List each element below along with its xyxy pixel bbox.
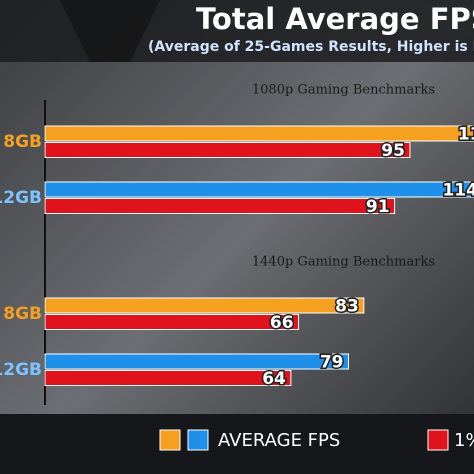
legend-swatch	[187, 429, 209, 451]
category-label: 8GB	[3, 132, 42, 152]
value-label: 118	[458, 125, 474, 145]
chart-title: Total Average FPS	[196, 2, 474, 36]
value-label: 83	[335, 297, 359, 317]
bar	[44, 198, 396, 214]
category-label: 12GB	[0, 188, 42, 208]
value-label: 114	[442, 181, 474, 201]
legend-swatch	[159, 429, 181, 451]
bar	[44, 353, 349, 370]
bar	[44, 297, 365, 314]
panel-title: 1440p Gaming Benchmarks	[252, 255, 435, 270]
bar	[44, 142, 411, 158]
legend-swatch	[427, 429, 449, 451]
value-label: 79	[320, 353, 344, 373]
value-label: 64	[262, 369, 286, 389]
panel-title: 1080p Gaming Benchmarks	[252, 83, 435, 98]
chart-subtitle: (Average of 25-Games Results, Higher is …	[148, 39, 474, 55]
value-label: 66	[270, 313, 294, 333]
legend-label: AVERAGE FPS	[218, 430, 340, 451]
legend-label: 1%	[454, 430, 474, 451]
value-label: 91	[366, 197, 390, 217]
header-decor	[60, 0, 160, 62]
bar	[44, 314, 300, 330]
bar	[44, 370, 292, 386]
category-label: 8GB	[3, 304, 42, 324]
value-label: 95	[381, 141, 405, 161]
category-label: 12GB	[0, 360, 42, 380]
legend-band	[0, 414, 474, 474]
bar	[44, 181, 474, 198]
bar	[44, 125, 474, 142]
